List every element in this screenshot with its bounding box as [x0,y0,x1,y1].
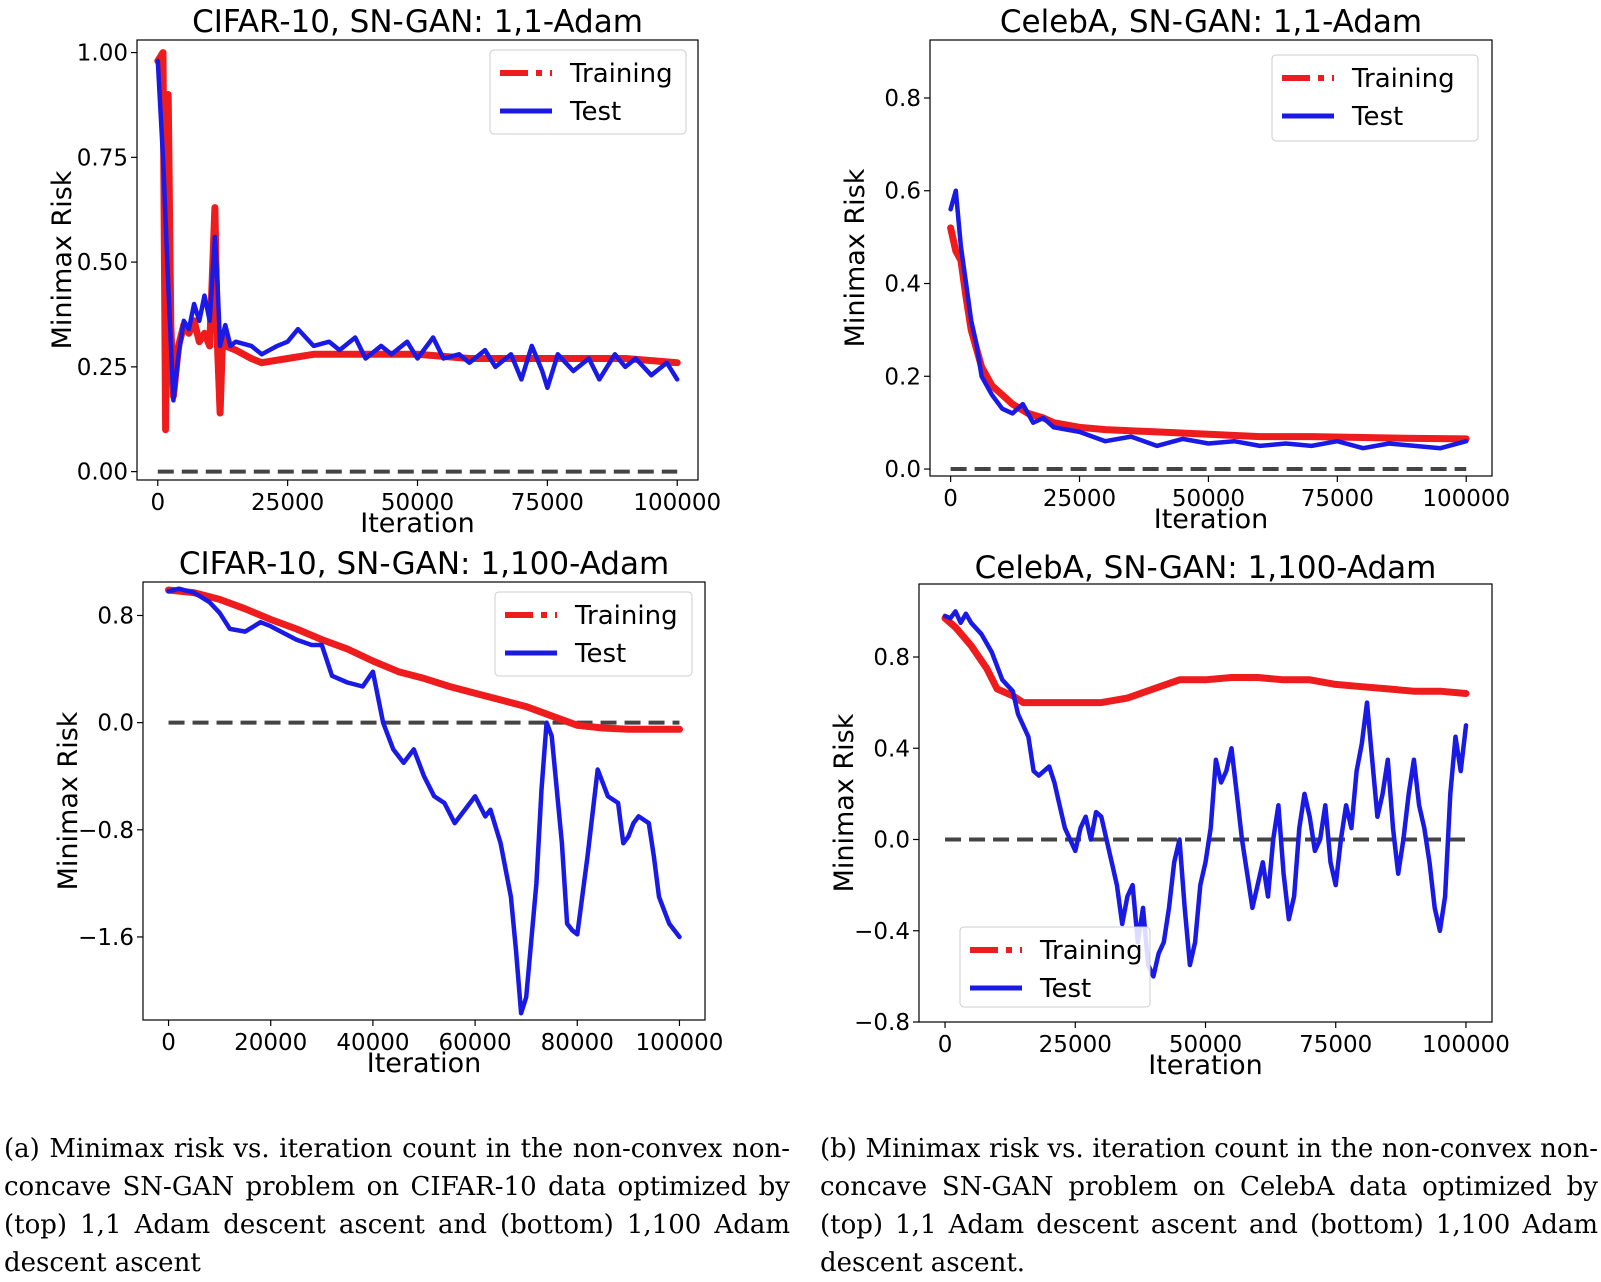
legend-label: Test [574,639,626,669]
legend: Training Test [1271,54,1479,142]
x-tick-label: 75000 [1299,1032,1372,1058]
y-tick-label: −0.8 [78,818,134,844]
legend: Training Test [489,49,687,135]
x-tick-label: 0 [150,490,165,516]
chart-panel-4: CelebA, SN-GAN: 1,100-Adam 0 25000 50000 750… [829,550,1510,1081]
legend-label: Training [574,601,678,631]
x-tick-label: 20000 [234,1030,307,1056]
chart-panel-2: CelebA, SN-GAN: 1,1-Adam 0 25000 50000 75000… [840,4,1510,535]
y-tick-label: 0.25 [77,355,128,381]
legend-label: Test [569,97,621,127]
y-tick-label: −0.4 [854,919,910,945]
x-tick-label: 50000 [1169,1032,1242,1058]
y-tick-label: −0.8 [854,1010,910,1036]
x-axis-label: Iteration [1154,504,1269,535]
x-axis-label: Iteration [360,508,475,539]
x-tick-label: 100000 [1422,1032,1510,1058]
caption-b: (b) Minimax risk vs. iteration count in … [820,1134,1598,1278]
training-series-line [947,224,1470,443]
legend-label: Training [569,59,673,89]
chart-title: CIFAR-10, SN-GAN: 1,1-Adam [192,4,643,40]
training-series-line [941,614,1470,707]
test-series-line [942,609,1469,979]
x-tick-label: 75000 [1301,486,1374,512]
legend: Training Test [959,926,1151,1008]
legend-label: Training [1039,936,1143,966]
x-tick-label: 0 [161,1030,176,1056]
caption-a: (a) Minimax risk vs. iteration count in … [4,1134,790,1278]
y-axis-label: Minimax Risk [47,170,78,349]
x-tick-label: 80000 [541,1030,614,1056]
y-tick-label: 0.8 [873,645,910,671]
y-tick-label: 0.0 [884,457,921,483]
y-tick-label: 0.00 [77,460,128,486]
y-tick-label: 0.8 [884,86,921,112]
plot-frame [142,581,706,1021]
chart-title: CelebA, SN-GAN: 1,1-Adam [1000,4,1422,40]
chart-panel-3: CIFAR-10, SN-GAN: 1,100-Adam 0 20000 40000 6… [53,546,723,1079]
chart-title: CelebA, SN-GAN: 1,100-Adam [975,550,1437,586]
legend-label: Training [1351,64,1455,94]
x-tick-label: 60000 [439,1030,512,1056]
test-series-line [948,188,1469,451]
y-tick-label: 0.8 [97,603,134,629]
y-tick-label: 0.50 [77,250,128,276]
y-tick-label: 1.00 [77,41,128,67]
x-axis-label: Iteration [367,1048,482,1079]
x-tick-label: 0 [938,1032,953,1058]
x-tick-label: 100000 [633,490,721,516]
chart-panel-1: CIFAR-10, SN-GAN: 1,1-Adam 0 25000 50000 750… [47,4,721,539]
x-tick-label: 0 [943,486,958,512]
y-tick-label: 0.4 [873,736,910,762]
x-tick-label: 50000 [381,490,454,516]
test-series-line [155,58,680,403]
test-series-line [166,586,682,1016]
x-tick-label: 25000 [1039,1032,1112,1058]
figure: CIFAR-10, SN-GAN: 1,1-Adam 0 25000 50000 750… [47,4,1510,1081]
x-axis-label: Iteration [1148,1050,1263,1081]
training-series-line [165,586,683,733]
x-tick-label: 100000 [636,1030,724,1056]
legend-label: Test [1351,102,1403,132]
x-tick-label: 25000 [1043,486,1116,512]
plot-frame [929,39,1493,477]
y-tick-label: 0.2 [884,364,921,390]
y-tick-label: −1.6 [78,925,134,951]
x-tick-label: 50000 [1172,486,1245,512]
y-tick-label: 0.75 [77,145,128,171]
y-tick-label: 0.4 [884,272,921,298]
legend: Training Test [494,591,693,677]
y-axis-label: Minimax Risk [829,713,860,892]
legend-label: Test [1039,974,1091,1004]
y-tick-label: 0.6 [884,179,921,205]
x-tick-label: 40000 [336,1030,409,1056]
y-tick-label: 0.0 [873,828,910,854]
x-tick-label: 25000 [251,490,324,516]
y-tick-label: 0.0 [97,711,134,737]
x-tick-label: 75000 [511,490,584,516]
x-tick-label: 100000 [1422,486,1510,512]
y-axis-label: Minimax Risk [53,711,84,890]
y-axis-label: Minimax Risk [840,168,871,347]
chart-title: CIFAR-10, SN-GAN: 1,100-Adam [179,546,669,582]
